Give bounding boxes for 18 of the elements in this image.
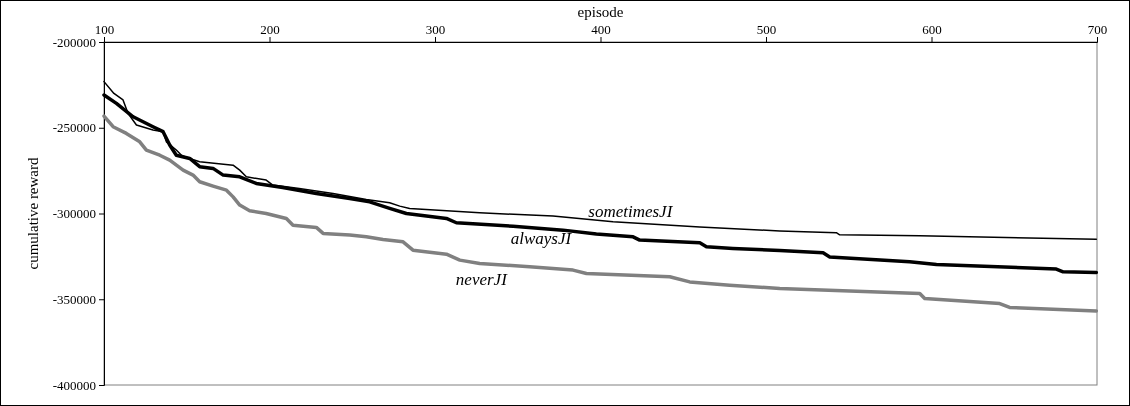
line-series [102, 114, 1099, 313]
y-axis-title: cumulative reward [25, 156, 41, 270]
y-tick-label: -300000 [52, 206, 96, 222]
x-tick-label: 300 [425, 22, 446, 37]
y-tick-label: -350000 [52, 291, 96, 307]
x-tick-label: 400 [591, 22, 611, 37]
x-tick-label: 500 [756, 22, 777, 37]
x-tick-label: 100 [94, 22, 115, 37]
x-axis-title: episode [577, 4, 624, 20]
series-label: alwaysJI [510, 229, 573, 249]
y-tick-label: -250000 [52, 120, 96, 136]
x-tick-label: 700 [1087, 22, 1108, 37]
series-label: neverJI [455, 269, 509, 289]
y-tick-label: -200000 [52, 34, 96, 50]
x-tick-label: 200 [260, 22, 280, 37]
series-label: sometimesJI [588, 201, 674, 221]
y-tick-label: -400000 [52, 377, 96, 393]
x-tick-label: 600 [922, 22, 942, 37]
